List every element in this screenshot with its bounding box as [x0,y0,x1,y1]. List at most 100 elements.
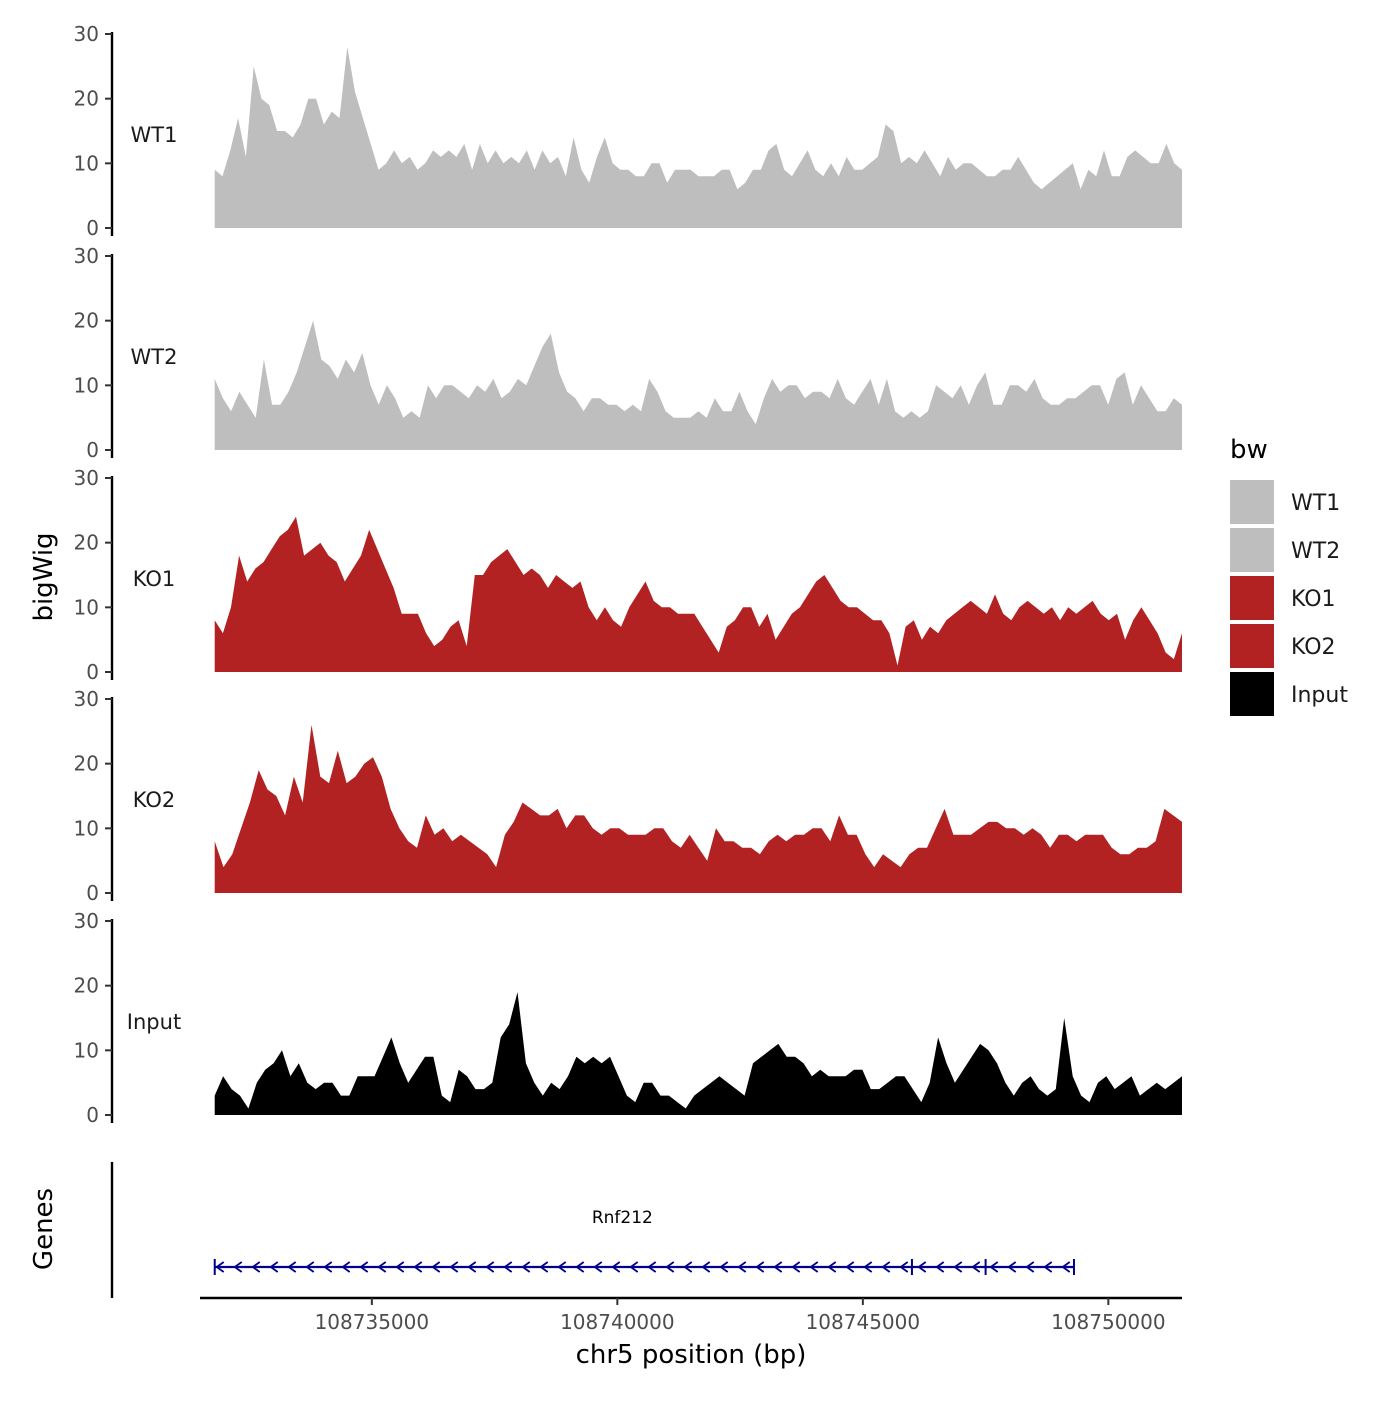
strand-arrow [845,1261,855,1273]
strand-arrow [593,1261,603,1273]
x-axis-title: chr5 position (bp) [576,1340,807,1370]
strand-arrow [503,1261,513,1273]
strand-arrow [287,1261,297,1273]
strand-arrow [719,1261,729,1273]
legend-item-wt1: WT1 [1230,480,1340,524]
legend-label: WT1 [1291,491,1340,516]
signal-area-wt1 [214,46,1182,229]
y-tick-label: 0 [86,881,99,905]
x-tick-label: 108735000 [315,1310,430,1334]
gene-rnf212: Rnf212 [213,1208,1075,1275]
strand-arrow [359,1261,369,1273]
strand-arrow [737,1261,747,1273]
gene-layer: Rnf212 [213,1208,1075,1275]
legend-title: bw [1230,435,1268,465]
x-tick-label: 108745000 [806,1310,921,1334]
legend-item-ko1: KO1 [1230,576,1336,620]
strand-arrow [377,1261,387,1273]
track-ko2: 0 10 20 30 KO2 [74,687,1182,905]
y-tick-label: 30 [74,22,99,46]
genes-panel: Rnf212 [110,1162,1075,1298]
strand-arrow [971,1261,981,1273]
strand-arrow [611,1261,621,1273]
signal-area-ko2 [214,724,1182,893]
y-tick-label: 20 [74,309,99,333]
strand-arrow [305,1261,315,1273]
track-label: WT1 [131,123,178,147]
legend: bw WT1 WT2 KO1 KO2 Input [1230,435,1348,716]
strand-arrow [899,1261,909,1273]
strand-arrow [431,1261,441,1273]
y-tick-label: 20 [74,752,99,776]
x-tick-label: 108750000 [1051,1310,1166,1334]
y-tick-label: 0 [86,216,99,240]
strand-arrow [989,1261,999,1273]
x-ticks: 108735000 108740000 108745000 108750000 [315,1298,1166,1334]
signal-area-wt2 [214,320,1182,450]
strand-arrow [953,1261,963,1273]
genes-axis-title: Genes [29,1188,59,1270]
track-label: Input [127,1010,181,1034]
signal-tracks: 0 10 20 30 WT1 0 10 20 30 WT2 0 10 20 30 KO1 0 10 20 30 KO2… [74,22,1182,1127]
strand-arrow [773,1261,783,1273]
track-ko1: 0 10 20 30 KO1 [74,466,1182,684]
strand-arrow [521,1261,531,1273]
legend-label: WT2 [1291,539,1340,564]
legend-label: Input [1291,683,1348,708]
strand-arrow [701,1261,711,1273]
strand-arrow [809,1261,819,1273]
strand-arrow [791,1261,801,1273]
y-tick-label: 0 [86,1103,99,1127]
y-tick-label: 30 [74,466,99,490]
strand-arrow [485,1261,495,1273]
strand-arrow [215,1261,225,1273]
track-label: KO1 [133,567,176,591]
legend-swatch [1230,480,1274,524]
track-wt1: 0 10 20 30 WT1 [74,22,1182,240]
strand-arrow [269,1261,279,1273]
strand-arrow [881,1261,891,1273]
track-label: KO2 [133,788,176,812]
strand-arrow [629,1261,639,1273]
y-tick-label: 10 [74,595,99,619]
gene-label: Rnf212 [592,1208,653,1228]
strand-arrow [1061,1261,1071,1273]
signal-area-ko1 [214,516,1182,672]
legend-item-ko2: KO2 [1230,624,1336,668]
strand-arrow [755,1261,765,1273]
strand-arrow [827,1261,837,1273]
strand-arrow [251,1261,261,1273]
y-tick-label: 10 [74,151,99,175]
y-axis-title: bigWig [29,532,59,621]
strand-arrow [1043,1261,1053,1273]
strand-arrow [467,1261,477,1273]
legend-swatch [1230,624,1274,668]
y-tick-label: 30 [74,909,99,933]
strand-arrow [935,1261,945,1273]
track-label: WT2 [131,345,178,369]
strand-arrow [575,1261,585,1273]
y-tick-label: 10 [74,373,99,397]
strand-arrow [557,1261,567,1273]
signal-area-input [214,992,1182,1115]
legend-item-input: Input [1230,672,1348,716]
strand-arrow [449,1261,459,1273]
y-tick-label: 20 [74,531,99,555]
strand-arrow [233,1261,243,1273]
legend-swatch [1230,672,1274,716]
strand-arrow [683,1261,693,1273]
strand-arrow [413,1261,423,1273]
strand-arrow [323,1261,333,1273]
strand-arrow [1025,1261,1035,1273]
y-tick-label: 30 [74,244,99,268]
y-tick-label: 10 [74,816,99,840]
x-tick-label: 108740000 [560,1310,675,1334]
strand-arrow [395,1261,405,1273]
legend-items: WT1 WT2 KO1 KO2 Input [1230,480,1348,716]
strand-arrow [647,1261,657,1273]
strand-arrow [1007,1261,1017,1273]
y-tick-label: 0 [86,660,99,684]
y-tick-label: 10 [74,1038,99,1062]
legend-swatch [1230,528,1274,572]
